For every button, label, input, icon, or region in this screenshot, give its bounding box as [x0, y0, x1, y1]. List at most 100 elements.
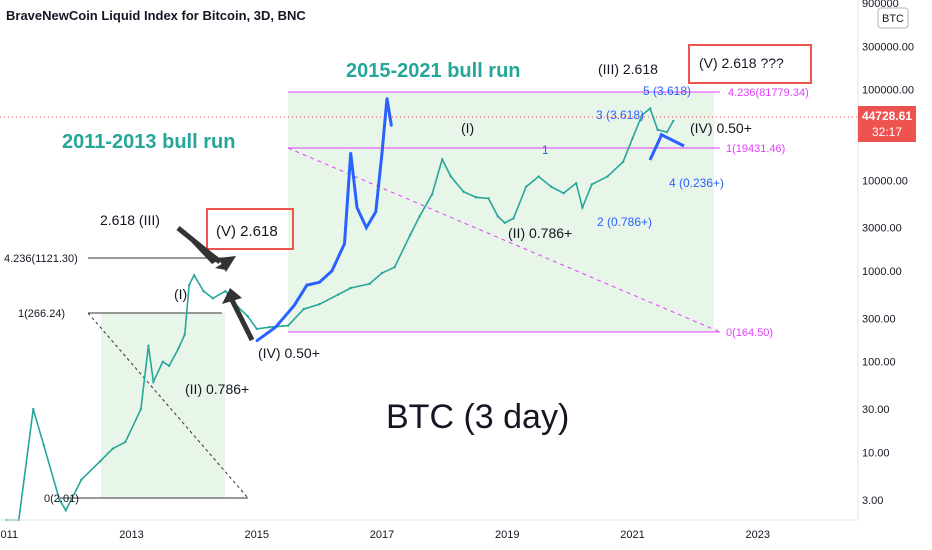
series-0-point — [631, 137, 634, 140]
series-0-point — [418, 215, 421, 218]
arrow-IV-2014-head — [222, 288, 242, 304]
series-0-point — [99, 460, 102, 463]
series-0-point — [380, 271, 384, 275]
arrow-2618-III-shaft — [176, 226, 222, 264]
series-1-point — [293, 303, 296, 307]
series-0-point — [211, 297, 215, 300]
x-tick-label: 2019 — [495, 529, 519, 541]
series-0-point — [124, 440, 127, 444]
annotation-V-2618-q: (V) 2.618 ??? — [699, 55, 784, 71]
arrow-2618-III-head — [218, 256, 236, 272]
series-1-point — [355, 206, 359, 209]
series-0-point — [152, 380, 155, 384]
y-tick-label: 100.00 — [862, 357, 896, 369]
series-0-point — [318, 303, 321, 306]
annotation-wave-4: 4 (0.236+) — [669, 176, 724, 190]
x-tick-label: 2011 — [0, 529, 18, 541]
series-0-point — [409, 233, 412, 237]
fib-label-81779: 4.236(81779.34) — [728, 87, 809, 99]
series-0-point — [487, 197, 490, 200]
series-0-point — [512, 217, 515, 220]
fib-label-2: 0(2.01) — [44, 493, 79, 505]
annotation-box-V-2618 — [206, 208, 294, 250]
series-1-point — [380, 151, 384, 155]
series-0-point — [42, 444, 46, 447]
series-1-point — [318, 281, 321, 284]
series-0-point — [562, 192, 565, 195]
arrow-IV-2014-shaft — [229, 298, 255, 342]
fib-label-1121: 4.236(1121.30) — [4, 253, 78, 265]
series-line-0 — [6, 107, 674, 521]
annotation-wave-1: 1 — [542, 143, 549, 157]
y-tick-label: 30.00 — [862, 404, 890, 416]
fib-trend-line-1 — [87, 312, 249, 499]
series-1-point — [365, 226, 368, 229]
series-0-point — [440, 158, 444, 161]
series-0-point — [111, 447, 114, 450]
y-tick-label: 3000.00 — [862, 223, 902, 235]
series-1-point — [343, 242, 346, 245]
series-0-point — [537, 175, 540, 178]
series-0-point — [349, 286, 352, 290]
series-1-point — [374, 210, 377, 213]
chart-title: BTC (3 day) — [386, 398, 569, 436]
series-1-point — [330, 269, 334, 273]
series-0-point — [268, 326, 271, 329]
series-0-point — [672, 119, 675, 123]
series-1-point — [274, 326, 277, 329]
fib-label-164: 0(164.50) — [726, 327, 773, 339]
series-0-point — [286, 324, 290, 327]
series-0-point — [474, 196, 478, 199]
series-0-point — [302, 307, 305, 311]
arrow-wave-4-right — [659, 132, 685, 148]
chart-header-title: BraveNewCoin Liquid Index for Bitcoin, 3… — [6, 8, 306, 23]
y-tick-label: 900000 — [862, 0, 899, 10]
annotation-IV-2014: (IV) 0.50+ — [258, 345, 320, 361]
series-0-point — [665, 130, 669, 134]
annotation-wave-3: 3 (3.618) — [596, 108, 644, 122]
fib-label-19431: 1(19431.46) — [726, 143, 785, 155]
annotation-2618-III: 2.618 (III) — [100, 212, 160, 228]
annotation-II-2019: (II) 0.786+ — [508, 225, 572, 241]
price-tag-value: 44728.61 — [862, 109, 912, 123]
series-0-point — [462, 190, 465, 193]
series-0-point — [80, 478, 83, 481]
series-0-point — [58, 498, 61, 502]
annotation-wave-5: 5 (3.618) — [643, 84, 691, 98]
bull-run-2-box — [288, 92, 714, 332]
unit-badge-box[interactable] — [877, 7, 909, 29]
series-1-point — [305, 283, 309, 287]
y-tick-label: 300000.00 — [862, 41, 914, 53]
series-0-point — [187, 283, 191, 287]
x-tick-label: 2017 — [370, 529, 394, 541]
series-0-point — [139, 407, 143, 411]
series-0-point — [177, 347, 180, 350]
unit-badge: BTC — [882, 13, 904, 25]
series-0-point — [147, 344, 150, 347]
x-tick-label: 2015 — [245, 529, 269, 541]
x-tick-label: 2023 — [746, 529, 770, 541]
annotation-I-2013: (I) — [174, 286, 187, 302]
series-0-point — [640, 114, 644, 117]
series-line-1 — [255, 98, 393, 343]
series-0-point — [192, 273, 196, 277]
series-0-point — [590, 183, 594, 186]
series-0-point — [368, 282, 371, 286]
series-0-point — [393, 266, 396, 269]
fib-trend-line-2 — [287, 147, 721, 333]
series-0-point — [336, 293, 340, 296]
bull-run-1-box — [101, 313, 225, 498]
series-0-point — [503, 221, 506, 224]
y-tick-label: 10.00 — [862, 447, 890, 459]
series-0-point — [255, 327, 258, 331]
series-0-point — [167, 364, 171, 368]
series-0-point — [161, 360, 165, 363]
arrow-wave-4-left — [648, 133, 664, 161]
series-0-point — [621, 160, 625, 163]
series-1-point — [390, 124, 393, 127]
annotation-bull-run-2011: 2011-2013 bull run — [62, 131, 235, 153]
fib-label-266: 1(266.24) — [18, 308, 65, 320]
x-tick-label: 2013 — [119, 529, 143, 541]
series-0-point — [656, 128, 659, 132]
